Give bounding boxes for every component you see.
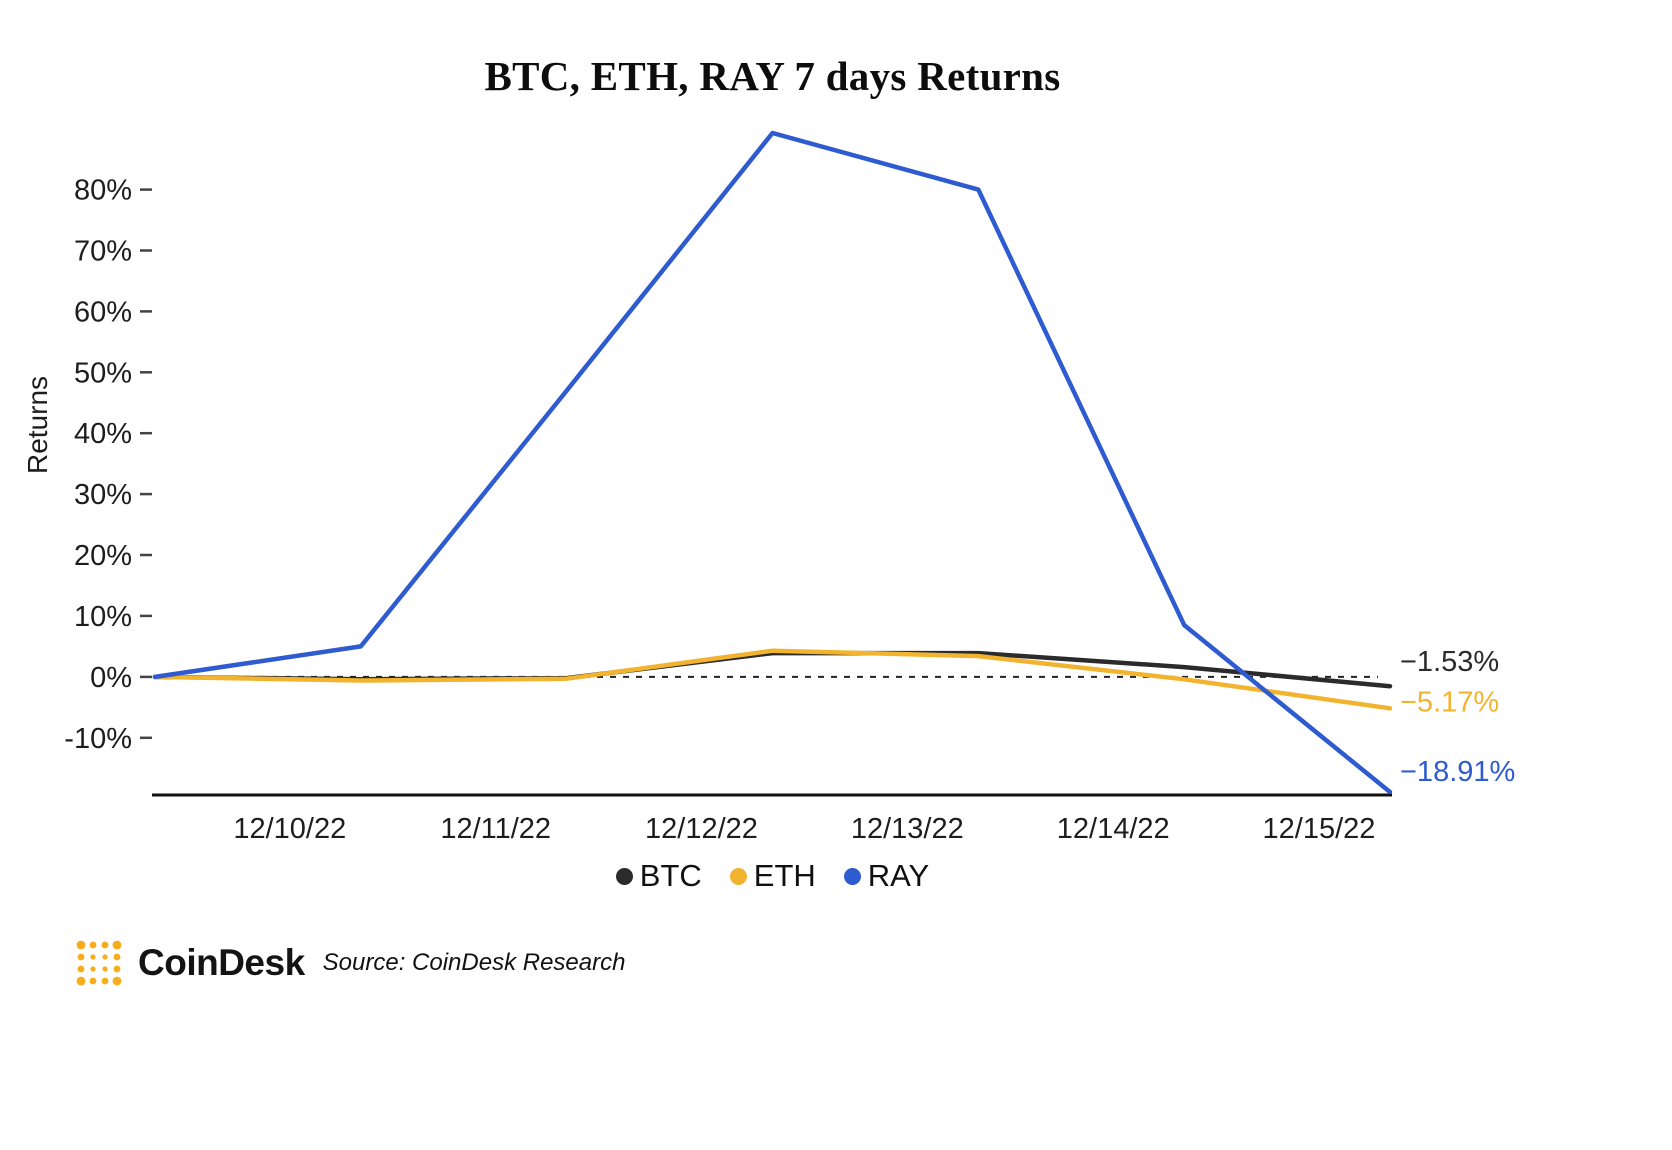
footer: CoinDesk Source: CoinDesk Research — [74, 938, 625, 988]
y-tick-label: 50% — [74, 357, 132, 389]
x-tick-label: 12/10/22 — [233, 813, 346, 845]
chart-title: BTC, ETH, RAY 7 days Returns — [484, 53, 1061, 99]
legend-dot-btc — [615, 867, 633, 885]
x-tick-label: 12/13/22 — [851, 813, 964, 845]
legend-item-eth: ETH — [729, 858, 816, 894]
legend-dot-eth — [729, 867, 747, 885]
legend-label-eth: ETH — [753, 858, 816, 893]
legend-dot-ray — [843, 867, 861, 885]
end-label-ray: −18.91% — [1400, 756, 1515, 788]
coindesk-logo-dots — [76, 940, 122, 986]
returns-line-chart: Returns 80% 70% 60% 50% 40% 30% 20% 10% 0% -10% 12… — [22, 130, 1515, 845]
line-eth — [152, 648, 1393, 711]
x-tick-label: 12/12/22 — [645, 813, 758, 845]
x-tick-label: 12/14/22 — [1057, 813, 1170, 845]
y-tick-label: 40% — [74, 418, 132, 450]
source-text: Source: CoinDesk Research — [322, 949, 626, 976]
y-tick-label: 10% — [74, 601, 132, 633]
legend-item-btc: BTC — [615, 858, 702, 894]
chart-legend: BTC ETH RAY — [155, 858, 1390, 894]
y-tick-label: -10% — [64, 723, 132, 755]
legend-label-ray: RAY — [867, 858, 930, 893]
legend-item-ray: RAY — [843, 858, 930, 894]
end-label-btc: −1.53% — [1400, 646, 1499, 678]
y-tick-label: 70% — [74, 236, 132, 268]
y-tick-label: 60% — [74, 296, 132, 328]
end-label-eth: −5.17% — [1400, 686, 1499, 718]
y-tick-label: 30% — [74, 479, 132, 511]
y-axis-title: Returns — [22, 376, 53, 474]
legend-label-btc: BTC — [639, 858, 702, 893]
y-tick-label: 0% — [90, 662, 132, 694]
line-ray — [152, 130, 1393, 795]
coindesk-logo-icon — [76, 940, 122, 986]
x-tick-label: 12/11/22 — [440, 813, 551, 845]
y-tick-label: 80% — [74, 175, 132, 207]
brand-wordmark: CoinDesk — [138, 942, 305, 983]
y-tick-label: 20% — [74, 540, 132, 572]
x-tick-label: 12/15/22 — [1263, 813, 1376, 845]
